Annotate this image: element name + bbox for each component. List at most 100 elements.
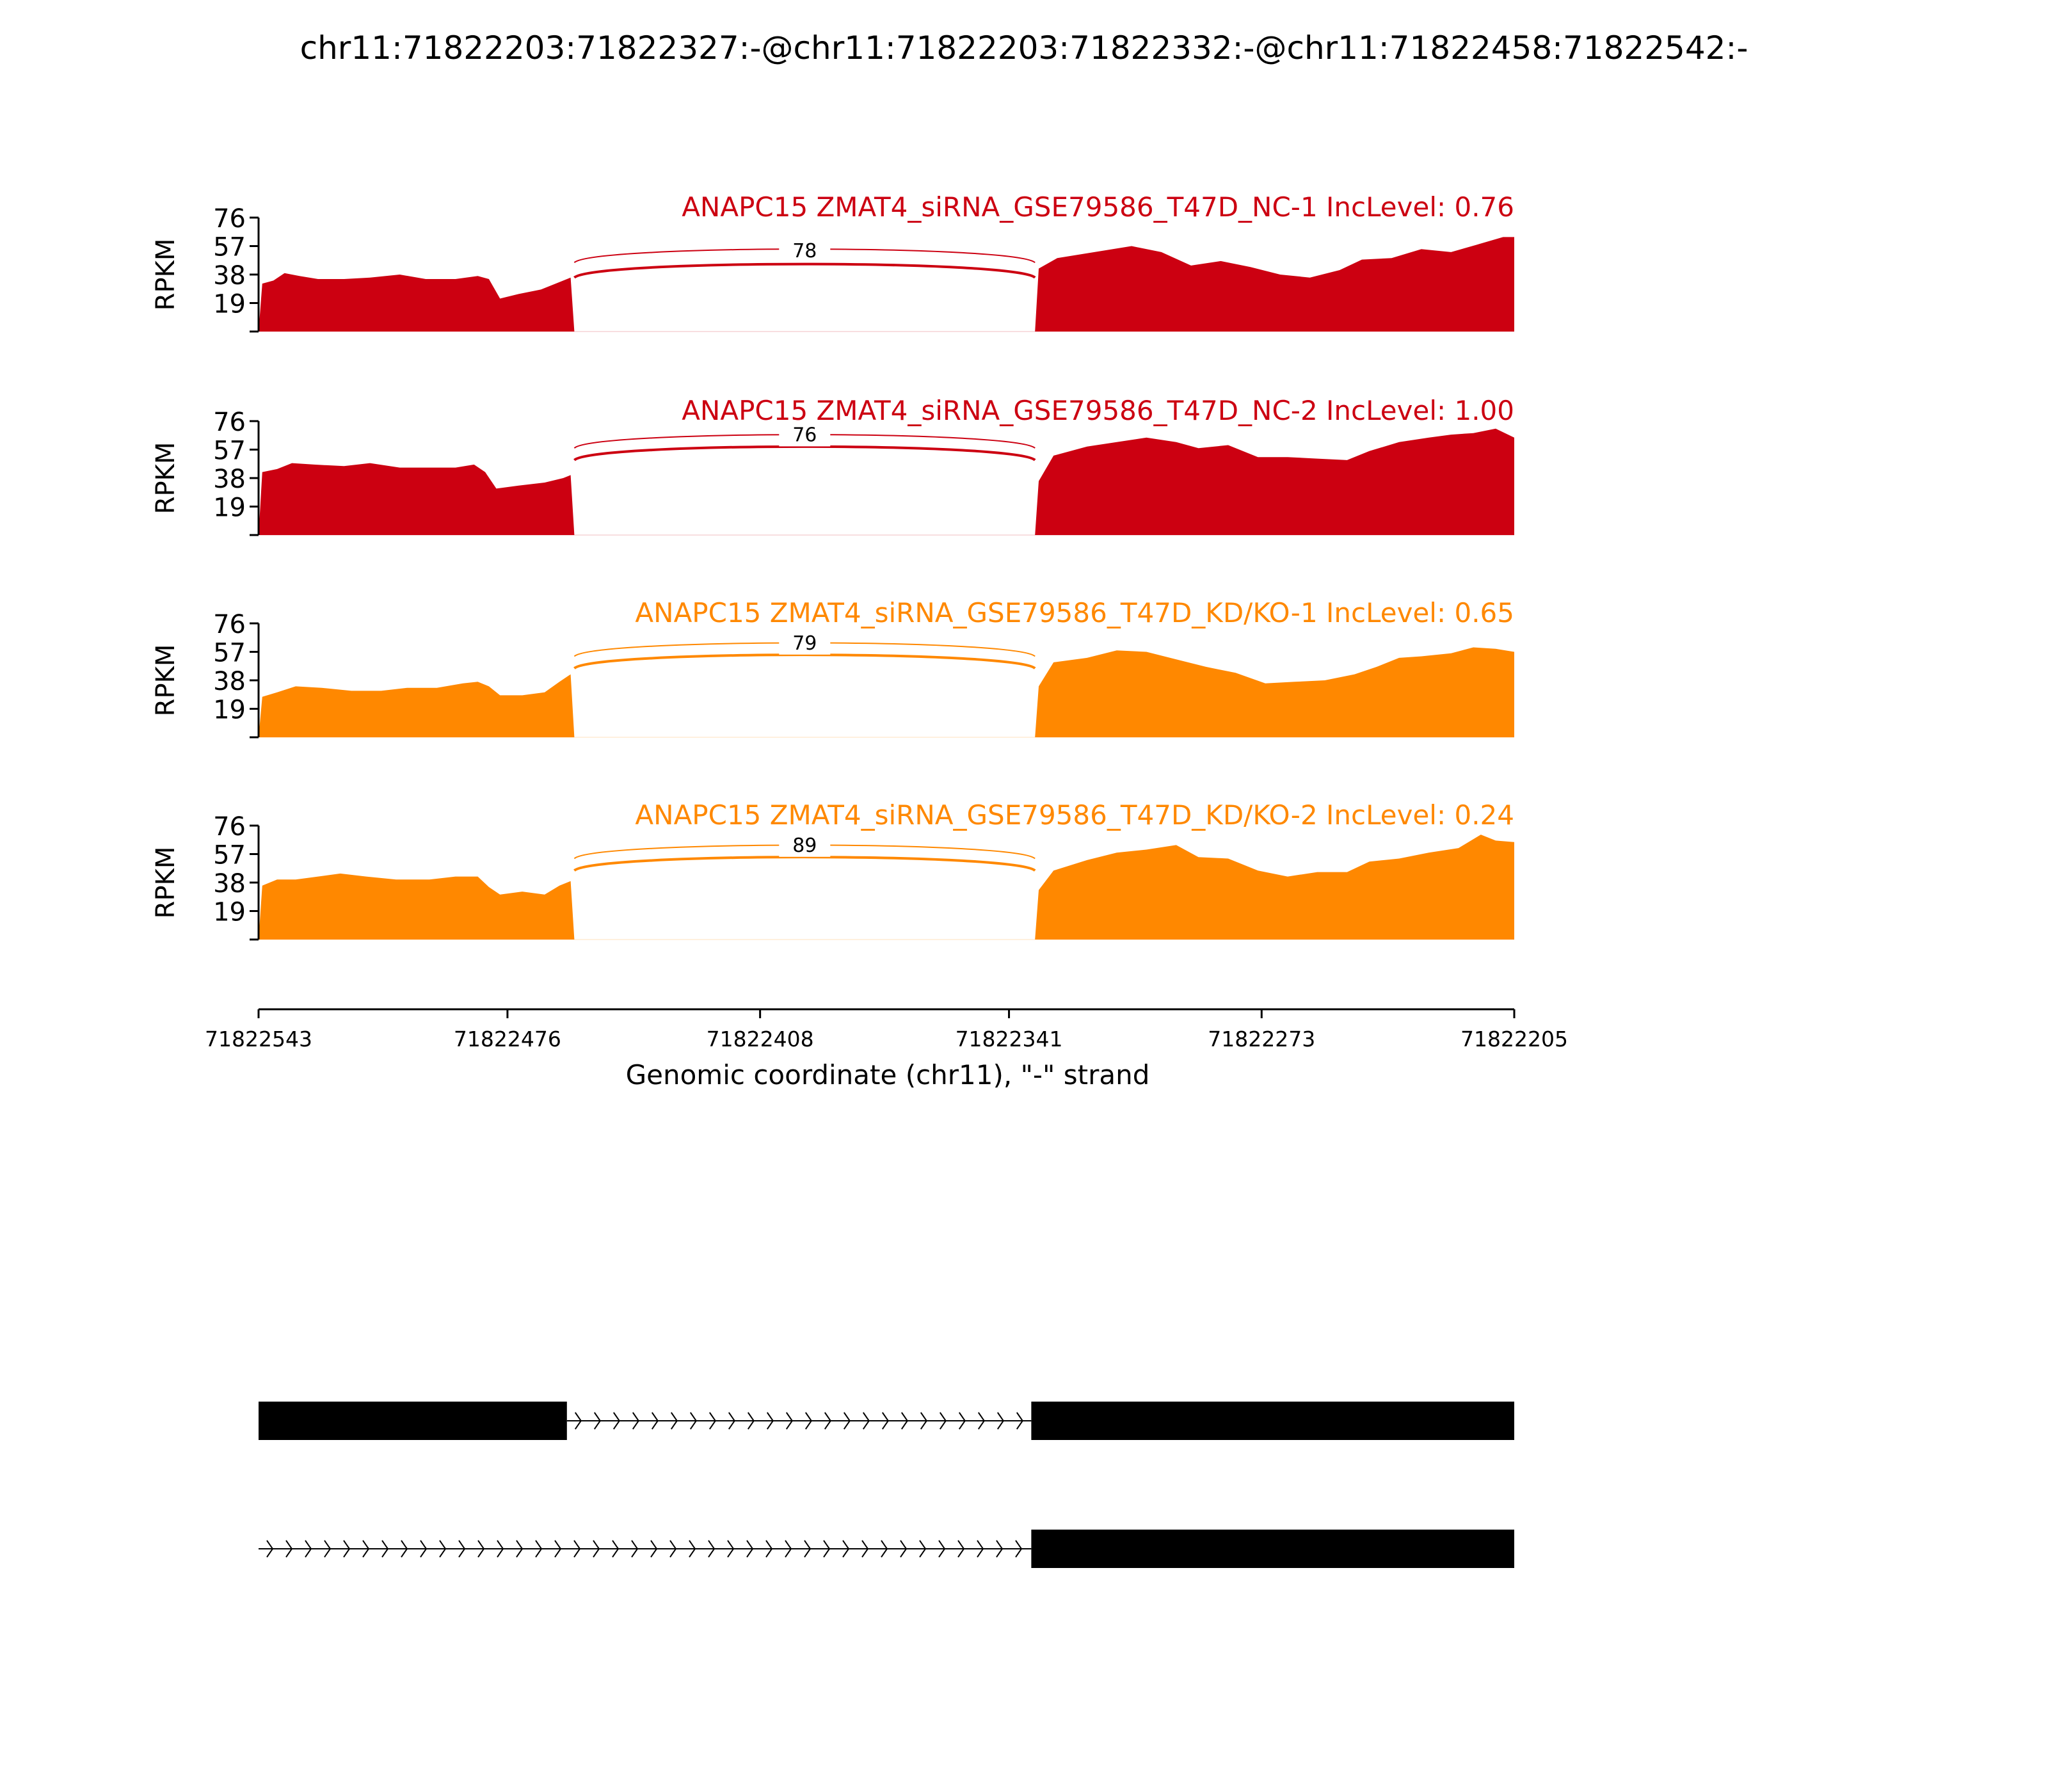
strand-chevron [535, 1540, 543, 1558]
y-tick-label: 76 [213, 812, 246, 842]
junction-count: 89 [792, 835, 817, 857]
y-tick-label: 38 [213, 465, 246, 494]
strand-chevron [612, 1412, 621, 1430]
coverage-area-exon-2 [1035, 835, 1514, 940]
strand-chevron [669, 1540, 677, 1558]
strand-chevron [574, 1412, 582, 1430]
y-tick-label: 19 [213, 898, 246, 927]
junction-count: 79 [792, 632, 817, 655]
coverage-area-exon-1 [259, 273, 575, 332]
y-tick-label: 57 [213, 233, 246, 262]
y-tick-label: 38 [213, 261, 246, 291]
strand-chevron [958, 1412, 966, 1430]
y-axis-label: RPKM [151, 442, 180, 515]
exon-block [1031, 1402, 1514, 1440]
strand-chevron [516, 1540, 524, 1558]
x-tick-label: 71822341 [956, 1027, 1063, 1052]
y-tick-label: 76 [213, 204, 246, 234]
strand-chevron [631, 1540, 639, 1558]
y-tick-label: 38 [213, 869, 246, 899]
strand-chevron [285, 1540, 293, 1558]
strand-chevron [420, 1540, 428, 1558]
strand-chevron [919, 1540, 927, 1558]
strand-chevron [996, 1540, 1004, 1558]
junction-count-bg [779, 833, 831, 857]
coverage-area-exon-1 [259, 873, 575, 940]
y-tick-label: 19 [213, 493, 246, 523]
junction-count-bg [779, 423, 831, 447]
y-axis-label: RPKM [151, 239, 180, 311]
strand-chevron [573, 1540, 581, 1558]
x-tick-label: 71822476 [454, 1027, 561, 1052]
strand-chevron [938, 1540, 946, 1558]
strand-chevron [593, 1412, 602, 1430]
gene-model-2 [259, 1530, 1514, 1568]
strand-chevron [765, 1540, 773, 1558]
strand-chevron [804, 1540, 812, 1558]
strand-chevron [766, 1412, 774, 1430]
x-axis: 71822543 71822476 71822408 71822341 71822273… [205, 1008, 1568, 1052]
strand-chevron [477, 1540, 485, 1558]
coverage-track-4: 89 ANAPC15 ZMAT4_siRNA_GSE79586_T47D_KD/K… [151, 799, 1514, 941]
strand-chevron [650, 1540, 658, 1558]
figure-title: chr11:71822203:71822327:-@chr11:71822203… [300, 29, 1748, 67]
strand-chevron [689, 1412, 698, 1430]
strand-chevron [785, 1412, 794, 1430]
strand-chevron [977, 1540, 984, 1558]
strand-chevron [670, 1412, 678, 1430]
strand-chevron [497, 1540, 504, 1558]
y-tick-label: 19 [213, 696, 246, 725]
strand-chevron [324, 1540, 332, 1558]
y-tick-label: 19 [213, 290, 246, 319]
gene-model-1 [259, 1402, 1514, 1440]
y-tick-label: 57 [213, 436, 246, 466]
strand-chevron [842, 1540, 850, 1558]
strand-chevron [728, 1412, 736, 1430]
junction-arc [573, 262, 1036, 279]
track-label: ANAPC15 ZMAT4_siRNA_GSE79586_T47D_NC-2 I… [682, 395, 1514, 426]
exon-block [1031, 1530, 1514, 1568]
x-tick-label: 71822408 [707, 1027, 814, 1052]
strand-chevron [823, 1540, 831, 1558]
coverage-area-exon-1 [259, 674, 575, 737]
coverage-area-exon-2 [1035, 428, 1514, 535]
x-tick-label: 71822205 [1460, 1027, 1568, 1052]
strand-chevron [862, 1412, 870, 1430]
strand-chevron [900, 1412, 909, 1430]
junction-count-bg [779, 631, 831, 655]
strand-chevron [746, 1540, 754, 1558]
strand-chevron [804, 1412, 813, 1430]
strand-chevron [1016, 1412, 1024, 1430]
strand-chevron [632, 1412, 640, 1430]
strand-chevron [747, 1412, 755, 1430]
strand-chevron [843, 1412, 851, 1430]
strand-chevron [343, 1540, 351, 1558]
strand-chevron [1015, 1540, 1023, 1558]
x-axis-label: Genomic coordinate (chr11), "-" strand [626, 1059, 1150, 1091]
junction-count: 78 [792, 240, 817, 262]
strand-chevron [900, 1540, 908, 1558]
exon-block [259, 1402, 567, 1440]
gene-models [259, 1402, 1514, 1568]
strand-chevron [727, 1540, 735, 1558]
strand-chevron [458, 1540, 466, 1558]
strand-chevron [861, 1540, 869, 1558]
junction-arc [573, 653, 1036, 669]
strand-chevron [689, 1540, 696, 1558]
coverage-track-1: 78 ANAPC15 ZMAT4_siRNA_GSE79586_T47D_NC-1… [151, 191, 1514, 333]
coverage-tracks: 78 ANAPC15 ZMAT4_siRNA_GSE79586_T47D_NC-1… [151, 191, 1514, 941]
strand-chevron [881, 1540, 888, 1558]
y-tick-label: 76 [213, 408, 246, 437]
track-label: ANAPC15 ZMAT4_siRNA_GSE79586_T47D_KD/KO-… [635, 799, 1514, 831]
coverage-track-2: 76 ANAPC15 ZMAT4_siRNA_GSE79586_T47D_NC-2… [151, 395, 1514, 536]
y-tick-label: 57 [213, 841, 246, 870]
y-tick-label: 38 [213, 667, 246, 696]
strand-chevron [612, 1540, 620, 1558]
coverage-area-exon-2 [1035, 237, 1514, 332]
strand-chevron [708, 1540, 716, 1558]
